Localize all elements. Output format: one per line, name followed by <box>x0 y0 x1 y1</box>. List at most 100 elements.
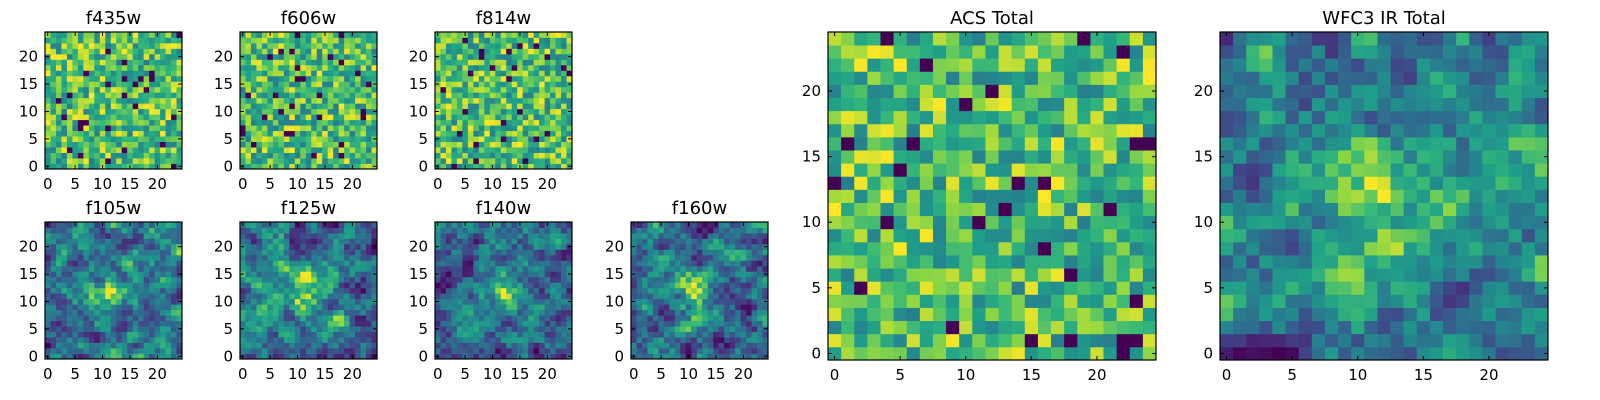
heatmap-cell <box>289 42 296 49</box>
heatmap-cell <box>327 342 334 349</box>
heatmap-cell <box>696 315 703 322</box>
heatmap-cell <box>344 37 350 44</box>
heatmap-cell <box>344 222 350 228</box>
heatmap-cell <box>566 222 573 228</box>
heatmap-cell <box>132 315 139 322</box>
heatmap-cell <box>473 64 480 71</box>
heatmap-cell <box>366 32 372 38</box>
heatmap-cell <box>880 228 894 243</box>
heatmap-cell <box>278 276 285 283</box>
heatmap-cell <box>61 32 68 38</box>
heatmap-cell <box>702 304 709 311</box>
heatmap-cell <box>261 158 268 164</box>
heatmap-cell <box>663 265 670 272</box>
heatmap-cell <box>828 281 842 295</box>
heatmap-cell <box>245 108 252 115</box>
heatmap-cell <box>484 348 491 354</box>
heatmap-cell <box>685 304 692 311</box>
heatmap-cell <box>127 141 134 148</box>
heatmap-cell <box>1064 241 1078 256</box>
heatmap-cell <box>132 86 139 93</box>
x-tick-label: 15 <box>120 175 139 193</box>
heatmap-cell <box>77 81 84 88</box>
heatmap-cell <box>110 86 117 93</box>
heatmap-cell <box>165 103 172 110</box>
heatmap-cell <box>522 48 529 55</box>
y-tick-label: 15 <box>409 75 428 93</box>
heatmap-cell <box>338 282 345 289</box>
heatmap-cell <box>746 222 752 228</box>
heatmap-cell <box>61 59 68 66</box>
heatmap-cell <box>83 353 90 360</box>
heatmap-cell <box>495 141 502 148</box>
heatmap-cell <box>132 37 139 44</box>
heatmap-cell <box>338 42 345 49</box>
heatmap-cell <box>94 86 101 93</box>
heatmap-cell <box>278 238 285 245</box>
heatmap-cell <box>250 103 257 110</box>
heatmap-cell <box>478 136 485 142</box>
heatmap-cell <box>138 337 145 343</box>
heatmap-cell <box>127 37 134 44</box>
heatmap-cell <box>305 48 312 55</box>
heatmap-cell <box>517 243 524 250</box>
heatmap-cell <box>906 281 921 295</box>
heatmap-cell <box>333 141 340 148</box>
heatmap-cell <box>445 320 452 327</box>
heatmap-cell <box>333 232 340 239</box>
heatmap-cell <box>333 32 340 38</box>
heatmap-cell <box>906 150 921 164</box>
heatmap-cell <box>435 147 441 153</box>
heatmap-cell <box>696 337 703 343</box>
heatmap-cell <box>511 97 518 104</box>
heatmap-cell <box>94 119 101 126</box>
heatmap-cell <box>366 42 372 49</box>
heatmap-cell <box>652 331 659 338</box>
heatmap-cell <box>355 92 361 99</box>
heatmap-cell <box>473 243 480 250</box>
heatmap-cell <box>757 342 763 349</box>
heatmap-cell <box>946 268 960 282</box>
heatmap-cell <box>740 265 747 272</box>
heatmap-cell <box>327 331 334 338</box>
heatmap-cell <box>261 337 268 343</box>
heatmap-cell <box>762 232 769 239</box>
heatmap-cell <box>674 298 681 305</box>
heatmap-cell <box>171 293 177 300</box>
heatmap-cell <box>473 130 480 137</box>
heatmap-cell <box>674 271 681 278</box>
heatmap-cell <box>445 254 452 261</box>
x-tick-label: 10 <box>288 365 307 383</box>
heatmap-cell <box>116 163 123 170</box>
heatmap-cell <box>94 227 101 234</box>
heatmap-cell <box>55 271 62 278</box>
heatmap-cell <box>349 293 356 300</box>
heatmap-cell <box>854 255 868 269</box>
heatmap-cell <box>261 265 268 272</box>
heatmap-cell <box>176 152 183 159</box>
heatmap-cell <box>647 287 654 294</box>
y-tick-label: 5 <box>223 130 233 148</box>
heatmap-cell <box>261 42 268 49</box>
heatmap-cell <box>110 92 117 99</box>
heatmap-cell <box>55 309 62 316</box>
heatmap-cell <box>506 108 513 115</box>
heatmap-cell <box>83 265 90 272</box>
heatmap-cell <box>445 81 452 88</box>
heatmap-cell <box>88 260 95 267</box>
heatmap-cell <box>50 59 57 66</box>
heatmap-cell <box>467 271 474 278</box>
heatmap-cell <box>333 260 340 267</box>
heatmap-cell <box>841 255 855 269</box>
heatmap-cell <box>45 320 51 327</box>
heatmap-cell <box>462 48 469 55</box>
heatmap-cell <box>1142 307 1157 322</box>
heatmap-cell <box>854 228 868 243</box>
heatmap-cell <box>349 337 356 343</box>
heatmap-cell <box>138 271 145 278</box>
heatmap-cell <box>289 108 296 115</box>
heatmap-cell <box>327 254 334 261</box>
heatmap-cell <box>691 227 698 234</box>
heatmap-cell <box>99 315 106 322</box>
heatmap-cell <box>500 163 507 170</box>
